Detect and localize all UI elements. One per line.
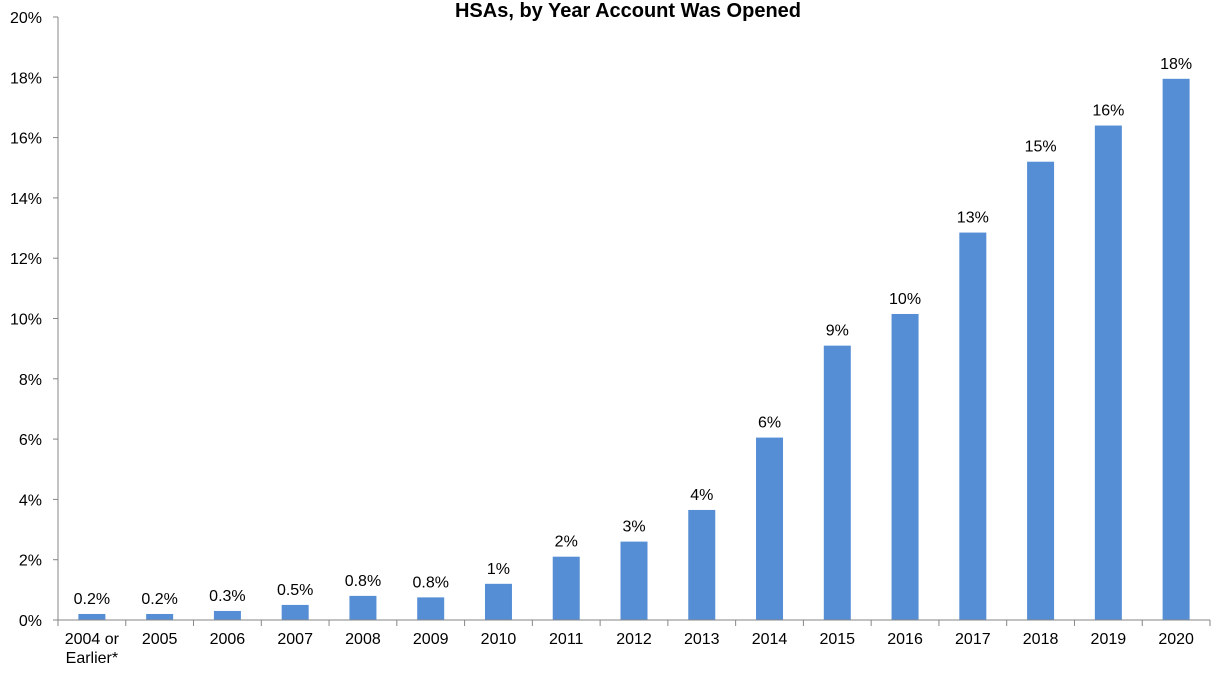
data-label: 6% (758, 415, 781, 432)
bar (1094, 125, 1122, 620)
bar (146, 613, 174, 620)
x-tick-label: 2014 (752, 631, 788, 648)
x-tick-label: 2011 (549, 631, 584, 648)
y-tick-label: 6% (19, 432, 42, 449)
y-tick-label: 14% (10, 191, 42, 208)
y-tick-label: 16% (10, 131, 42, 148)
data-label: 16% (1092, 103, 1124, 120)
bar (891, 313, 919, 620)
bar (1162, 78, 1190, 621)
data-label: 15% (1025, 139, 1057, 156)
y-tick-label: 4% (19, 492, 42, 509)
x-tick-label: 2016 (887, 631, 923, 648)
x-tick-label: 2004 or Earlier* (65, 631, 120, 667)
x-tick-label: 2006 (210, 631, 246, 648)
bar (213, 610, 241, 620)
data-label: 0.8% (412, 574, 448, 591)
x-tick-label: 2009 (413, 631, 449, 648)
y-tick-label: 0% (19, 613, 42, 630)
data-label: 2% (555, 534, 578, 551)
data-label: 1% (487, 561, 510, 578)
x-tick-label: 2015 (819, 631, 855, 648)
bar (349, 595, 377, 620)
data-label: 13% (957, 210, 989, 227)
y-tick-label: 8% (19, 372, 42, 389)
bar (484, 583, 512, 620)
x-tick-label: 2010 (481, 631, 517, 648)
bar (959, 232, 987, 620)
bar (756, 437, 784, 620)
y-tick-label: 10% (10, 312, 42, 329)
x-tick-label: 2020 (1158, 631, 1194, 648)
data-label: 0.8% (345, 573, 381, 590)
y-axis: 0% 2% 4% 6% 8% 10% 12% 14% 16% 18% 20% (10, 10, 58, 630)
data-label: 0.2% (141, 591, 177, 608)
data-label: 0.3% (209, 588, 245, 605)
bar (688, 509, 716, 620)
data-label: 4% (690, 487, 713, 504)
bar (823, 345, 851, 620)
x-tick-label: 2012 (616, 631, 652, 648)
y-tick-label: 18% (10, 70, 42, 87)
y-tick-label: 12% (10, 251, 42, 268)
data-label: 18% (1160, 56, 1192, 73)
x-tick-label: 2005 (142, 631, 178, 648)
bar (552, 556, 580, 620)
x-tick-label: 2007 (277, 631, 313, 648)
data-label: 0.5% (277, 582, 313, 599)
bar (1027, 161, 1055, 620)
bar (78, 613, 106, 620)
x-tick-label: 2019 (1091, 631, 1127, 648)
data-label: 0.2% (74, 591, 110, 608)
data-label: 9% (826, 323, 849, 340)
x-tick-label: 2018 (1023, 631, 1059, 648)
bar (417, 597, 445, 620)
x-tick-label: 2008 (345, 631, 381, 648)
y-tick-label: 2% (19, 553, 42, 570)
x-axis: 2004 or Earlier* 2005 2006 2007 2008 2009 2010 2… (57, 620, 1211, 667)
y-tick-label: 20% (10, 10, 42, 27)
bar (620, 541, 648, 620)
x-tick-label: 2013 (684, 631, 720, 648)
bar (281, 604, 309, 620)
bars: 0.2% 0.2% 0.3% 0.5% 0.8% 0.8% 1% 2% 3% 4% 6% 9% 10% 1… (74, 56, 1192, 621)
data-label: 3% (622, 519, 645, 536)
data-label: 10% (889, 291, 921, 308)
chart-title: HSAs, by Year Account Was Opened (455, 0, 801, 22)
x-tick-label: 2017 (955, 631, 991, 648)
